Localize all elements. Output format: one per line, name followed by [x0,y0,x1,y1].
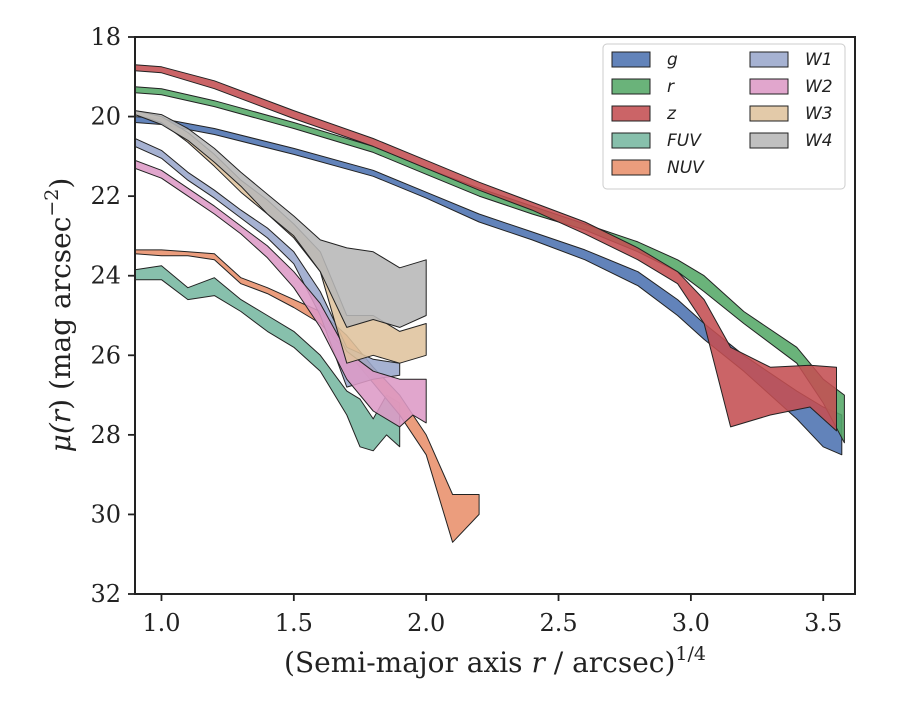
x-tick-label: 2.5 [539,609,577,637]
x-axis-title: (Semi-major axis r / arcsec)1/4 [284,643,706,679]
x-tick-label: 3.5 [804,609,842,637]
legend-label-r: r [667,77,675,97]
y-tick-label: 22 [90,182,121,210]
y-axis: 18 20 22 24 26 28 30 32 [90,23,135,608]
legend-label-w2: W2 [805,77,833,97]
legend: grz FUV NUV W1 W2 W3 W4 [602,43,846,190]
legend-swatch-r [611,78,651,95]
legend-label-w3: W3 [805,104,833,124]
legend-swatch-g [611,51,651,68]
y-axis-title: μ(r) (mag arcsec−2) [41,178,77,453]
legend-swatch-z [611,105,651,122]
series-band-w1 [135,138,401,388]
legend-label-fuv: FUV [667,131,702,151]
series-layer [135,64,845,543]
legend-swatch-w4 [749,132,789,149]
legend-label-w1: W1 [805,50,833,70]
x-tick-label: 3.0 [672,609,710,637]
legend-swatch-w1 [749,51,789,68]
y-tick-label: 18 [90,23,121,51]
series-band-z [135,64,837,432]
plot-frame [134,36,856,595]
series-band-g [135,116,843,456]
legend-label-z: z [666,104,677,124]
y-tick-label: 30 [90,500,121,528]
y-tick-label: 28 [90,421,121,449]
x-tick-label: 2.0 [407,609,445,637]
series-band-w4 [135,110,427,328]
y-tick-label: 24 [90,262,121,290]
legend-label-g: g [667,50,678,70]
legend-swatch-fuv [611,132,651,149]
x-tick-label: 1.0 [142,609,180,637]
legend-swatch-w2 [749,78,789,95]
legend-label-w4: W4 [805,131,833,151]
legend-swatch-nuv [611,159,651,176]
legend-swatch-w3 [749,105,789,122]
x-axis: 1.0 1.5 2.0 2.5 3.0 3.5 [142,594,842,637]
legend-label-nuv: NUV [667,158,705,178]
y-tick-label: 26 [90,341,121,369]
x-tick-label: 1.5 [275,609,313,637]
y-tick-label: 20 [90,103,121,131]
series-band-fuv [135,265,401,452]
y-tick-label: 32 [90,580,121,608]
